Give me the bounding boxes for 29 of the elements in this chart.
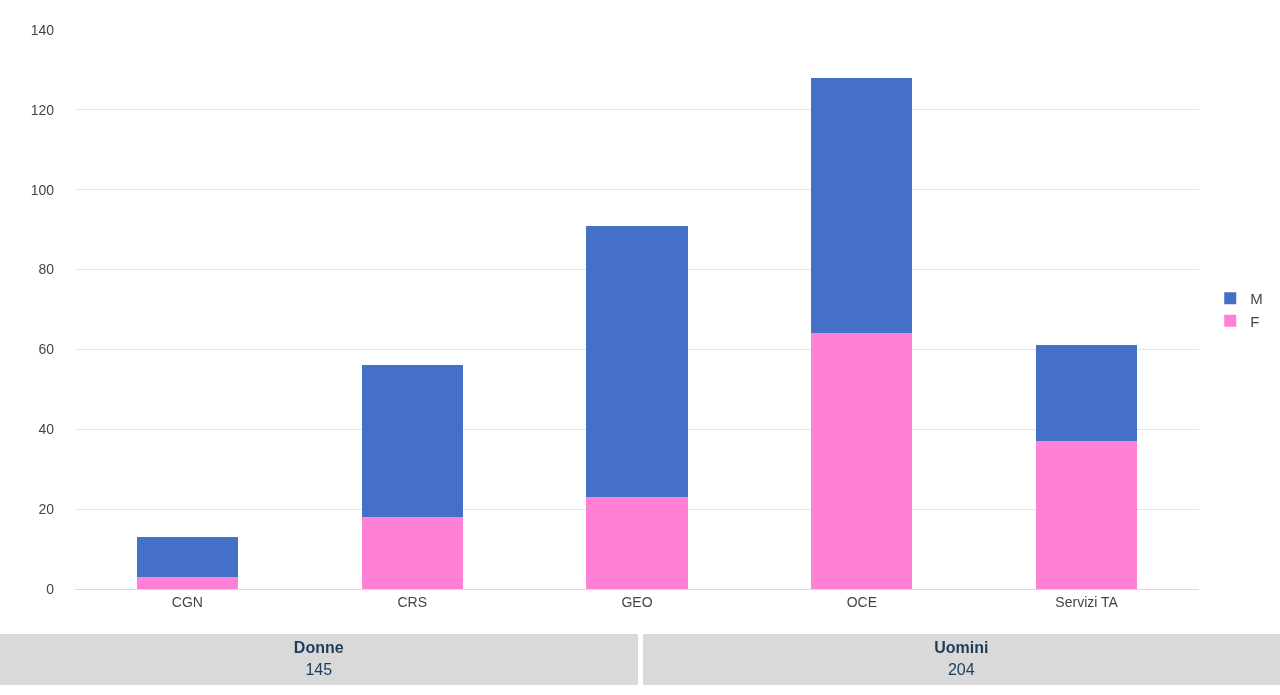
bar xyxy=(811,333,913,589)
x-tick-label: CGN xyxy=(171,593,203,610)
bar xyxy=(361,365,463,518)
y-tick-label: 80 xyxy=(38,261,55,278)
y-tick-label: 60 xyxy=(38,341,55,358)
bar xyxy=(1036,345,1138,442)
bar xyxy=(586,497,688,589)
text: Donne xyxy=(0,634,638,659)
text: 204 xyxy=(642,659,1280,685)
y-tick-label: 0 xyxy=(46,580,55,597)
bar xyxy=(136,577,238,589)
y-tick-label: 120 xyxy=(30,101,55,118)
x-tick-label: OCE xyxy=(846,593,877,610)
legend-label: F xyxy=(1250,312,1260,330)
text: Uomini xyxy=(642,634,1280,659)
y-tick-label: 20 xyxy=(38,501,55,518)
bar xyxy=(136,537,238,578)
bar xyxy=(361,517,463,589)
bar xyxy=(811,77,913,334)
y-tick-label: 100 xyxy=(30,181,55,198)
x-tick-label: GEO xyxy=(621,593,653,610)
text: 145 xyxy=(0,659,638,685)
y-tick-label: 140 xyxy=(30,21,55,38)
bar xyxy=(586,225,688,498)
legend-label: M xyxy=(1250,290,1263,308)
x-tick-label: CRS xyxy=(397,593,427,610)
bar xyxy=(1036,441,1138,589)
x-tick-label: Servizi TA xyxy=(1055,593,1119,610)
y-tick-label: 40 xyxy=(38,421,55,438)
